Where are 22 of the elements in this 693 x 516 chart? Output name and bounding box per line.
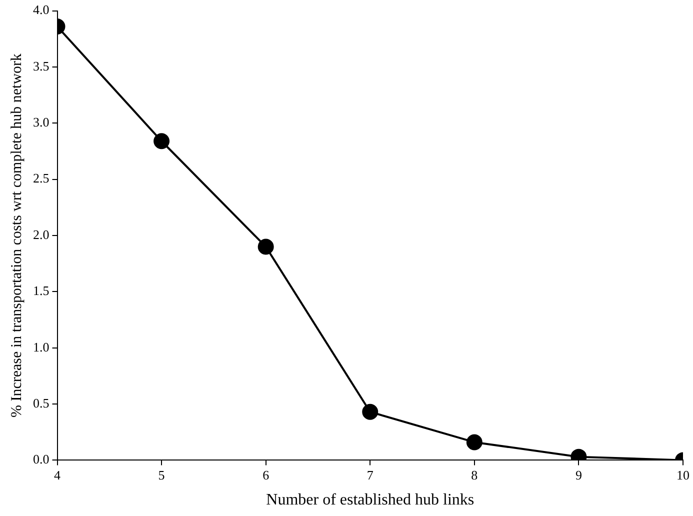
x-tick-label: 5 <box>158 467 165 482</box>
x-tick-label: 6 <box>262 467 270 482</box>
y-tick-label: 2.5 <box>33 170 50 186</box>
x-tick-label: 7 <box>366 467 374 482</box>
point <box>362 404 378 420</box>
y-tick-label: 0.5 <box>33 395 50 410</box>
point <box>258 238 274 255</box>
point <box>466 434 482 450</box>
y-axis-title: % Increase in transportation costs wrt complete hub network <box>8 52 25 418</box>
y-tick-label: 1.5 <box>33 283 50 298</box>
y-tick-label: 1.0 <box>33 339 50 354</box>
x-tick-label: 9 <box>575 467 582 482</box>
x-tick-label: 4 <box>54 467 61 482</box>
y-tick-label: 2.0 <box>33 226 50 242</box>
x-tick-label: 10 <box>676 467 690 482</box>
x-tick-label: 8 <box>471 467 478 482</box>
y-tick-label: 4.0 <box>33 2 50 18</box>
x-axis-title: Number of established hub links <box>266 492 474 509</box>
y-tick-label: 0.0 <box>33 452 50 467</box>
point <box>154 133 170 150</box>
y-tick-label: 3.0 <box>33 114 50 130</box>
y-tick-label: 3.5 <box>33 58 50 74</box>
